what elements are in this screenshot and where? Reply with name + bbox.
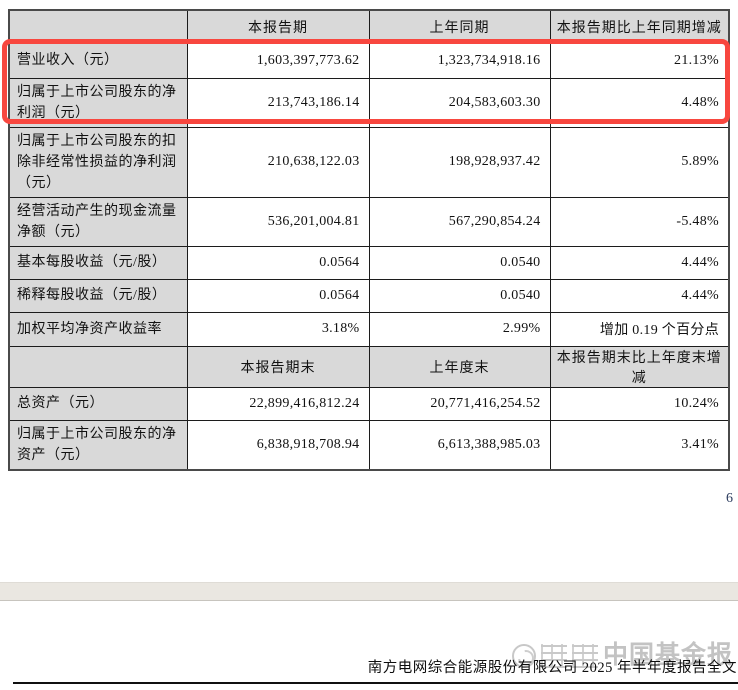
header-period-end-change: 本报告期末比上年度末增减 [549,345,730,388]
watermark-logo-glyph [541,644,567,668]
page-number: 6 [726,491,733,506]
header-empty-cell [8,9,188,44]
row-prior-value: 6,613,388,985.03 [368,419,551,470]
page-separator [0,582,738,601]
row-change-value: 4.44% [549,278,730,313]
table-row: 归属于上市公司股东的净利润（元） 213,743,186.14 204,583,… [8,77,730,128]
row-prior-value: 198,928,937.42 [368,126,551,198]
row-change-value: 5.89% [549,126,730,198]
watermark-text: 中国基金报 [603,642,734,669]
row-label: 总资产（元） [8,386,188,421]
row-current-value: 6,838,918,708.94 [186,419,370,470]
table-row: 归属于上市公司股东的扣除非经常性损益的净利润（元） 210,638,122.03… [8,126,730,198]
row-current-value: 536,201,004.81 [186,196,370,247]
page-header-rule [13,682,738,684]
table-row: 基本每股收益（元/股） 0.0564 0.0540 4.44% [8,245,730,280]
table-row: 营业收入（元） 1,603,397,773.62 1,323,734,918.1… [8,42,730,79]
row-prior-value: 0.0540 [368,278,551,313]
watermark-logo-icon [512,644,536,668]
table-row: 总资产（元） 22,899,416,812.24 20,771,416,254.… [8,386,730,421]
row-change-value: -5.48% [549,196,730,247]
row-current-value: 3.18% [186,311,370,347]
table-row: 加权平均净资产收益率 3.18% 2.99% 增加 0.19 个百分点 [8,311,730,347]
watermark: 中国基金报 [512,641,733,671]
report-page-header: 南方电网综合能源股份有限公司 2025 年半年度报告全文 [367,660,737,676]
watermark-logo-glyph [572,644,598,668]
row-current-value: 213,743,186.14 [186,77,370,128]
row-prior-value: 20,771,416,254.52 [368,386,551,421]
row-label: 归属于上市公司股东的净利润（元） [8,77,188,128]
table-row: 归属于上市公司股东的净资产（元） 6,838,918,708.94 6,613,… [8,419,730,470]
table-header-row-period-end: 本报告期末 上年度末 本报告期末比上年度末增减 [8,345,730,388]
row-change-value: 3.41% [549,419,730,470]
row-change-value: 4.44% [549,245,730,280]
table-header-row-period: 本报告期 上年同期 本报告期比上年同期增减 [8,9,730,44]
table-row: 稀释每股收益（元/股） 0.0564 0.0540 4.44% [8,278,730,313]
row-change-value: 4.48% [549,77,730,128]
row-label: 营业收入（元） [8,42,188,79]
row-label: 基本每股收益（元/股） [8,245,188,280]
header-current-period: 本报告期 [186,9,370,44]
row-label: 归属于上市公司股东的扣除非经常性损益的净利润（元） [8,126,188,198]
row-prior-value: 204,583,603.30 [368,77,551,128]
row-prior-value: 567,290,854.24 [368,196,551,247]
row-label: 归属于上市公司股东的净资产（元） [8,419,188,470]
row-current-value: 1,603,397,773.62 [186,42,370,79]
header-period-change: 本报告期比上年同期增减 [549,9,730,44]
row-prior-value: 2.99% [368,311,551,347]
row-label: 加权平均净资产收益率 [8,311,188,347]
header-prior-year-end: 上年度末 [368,345,551,388]
row-current-value: 210,638,122.03 [186,126,370,198]
row-label: 经营活动产生的现金流量净额（元） [8,196,188,247]
row-change-value: 21.13% [549,42,730,79]
table-row: 经营活动产生的现金流量净额（元） 536,201,004.81 567,290,… [8,196,730,247]
row-current-value: 0.0564 [186,278,370,313]
header-empty-cell [8,345,188,388]
row-current-value: 22,899,416,812.24 [186,386,370,421]
row-change-value: 10.24% [549,386,730,421]
row-prior-value: 0.0540 [368,245,551,280]
row-prior-value: 1,323,734,918.16 [368,42,551,79]
header-current-period-end: 本报告期末 [186,345,370,388]
row-change-value: 增加 0.19 个百分点 [549,311,730,347]
row-label: 稀释每股收益（元/股） [8,278,188,313]
key-financials-table: 本报告期 上年同期 本报告期比上年同期增减 营业收入（元） 1,603,397,… [8,9,730,471]
row-current-value: 0.0564 [186,245,370,280]
header-prior-period: 上年同期 [368,9,551,44]
